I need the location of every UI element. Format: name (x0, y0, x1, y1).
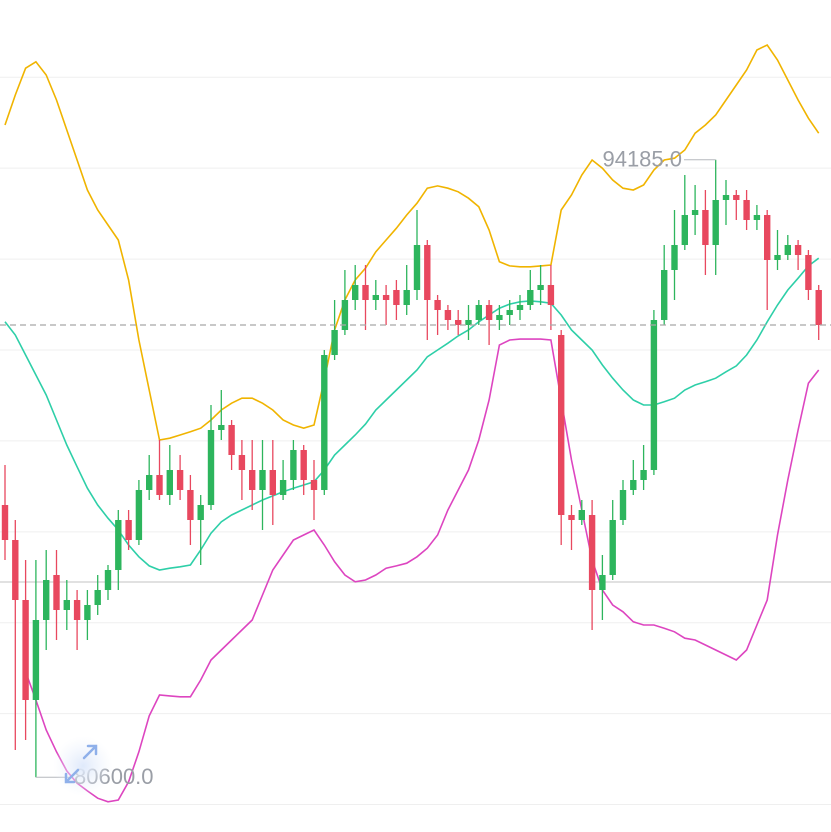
candle-body (382, 295, 390, 300)
candle-body (53, 575, 60, 610)
candle-body (743, 200, 750, 220)
icon-halo (53, 736, 113, 796)
candle-body (558, 335, 565, 515)
candle-body (238, 455, 246, 470)
candle-body (166, 470, 173, 495)
candle-body (300, 450, 307, 480)
icon-arrow (64, 768, 80, 784)
candle-body (321, 355, 328, 490)
candle-body (774, 255, 781, 260)
candle-body (609, 520, 616, 575)
candle-body (465, 320, 472, 325)
candle-body (815, 290, 822, 325)
candle-body (733, 195, 740, 200)
candle-body (630, 480, 637, 490)
candle-body (104, 570, 112, 590)
candles (1, 159, 822, 778)
candle-body (32, 620, 40, 700)
candle-body (228, 425, 235, 455)
candle-body (568, 515, 575, 520)
candle-body (455, 320, 462, 325)
candle-body (372, 295, 379, 300)
candle-body (197, 505, 204, 520)
band-line (4, 257, 820, 571)
candle-body (434, 300, 441, 310)
candle-body (516, 305, 524, 310)
candle-body (290, 450, 297, 480)
candle-body (218, 425, 225, 430)
candle-body (125, 520, 132, 540)
candle-body (341, 300, 349, 330)
candle-body (352, 285, 359, 300)
candle-body (671, 245, 678, 270)
candle-body (619, 490, 627, 520)
candle-body (279, 480, 287, 495)
candle-body (588, 515, 596, 590)
candle-body (444, 310, 452, 320)
candle-body (527, 290, 534, 305)
candle-body (640, 470, 647, 480)
candle-body (712, 200, 719, 245)
candle-body (1, 505, 9, 540)
candle-body (485, 305, 493, 320)
candle-body (650, 320, 658, 470)
candle-body (43, 580, 50, 620)
candle-body (784, 245, 791, 255)
candle-body (547, 285, 555, 305)
candle-body (506, 310, 513, 315)
candle-body (764, 215, 771, 260)
candle-body (393, 290, 400, 305)
candle-body (187, 490, 194, 520)
candle-body (331, 330, 338, 355)
candle-body (176, 470, 184, 490)
candle-body (496, 315, 503, 320)
icon-arrow (82, 744, 98, 760)
candle-body (681, 215, 688, 245)
candle-body (135, 490, 143, 540)
candle-body (249, 470, 256, 490)
candle-body (362, 285, 369, 300)
candle-body (691, 210, 699, 215)
candle-body (259, 470, 266, 490)
candle-body (84, 605, 91, 620)
candle-body (702, 210, 709, 245)
candle-body (599, 575, 606, 590)
candle-body (22, 600, 29, 700)
candle-body (115, 520, 122, 570)
candle-body (794, 245, 802, 255)
candle-body (722, 195, 730, 200)
candle-body (537, 285, 544, 290)
candle-body (269, 470, 276, 495)
candle-body (403, 290, 410, 305)
candle-body (578, 510, 585, 520)
candle-body (94, 590, 101, 605)
band-line (4, 43, 820, 441)
band-line (24, 338, 820, 803)
candle-body (146, 475, 153, 490)
candle-body (207, 430, 215, 505)
grid (0, 76, 831, 806)
candle-body (661, 270, 668, 320)
candle-body (73, 600, 81, 620)
candle-body (310, 480, 318, 490)
candle-body (805, 255, 812, 290)
jump-icon[interactable] (53, 736, 113, 796)
candle-body (12, 540, 19, 600)
candle-body (753, 215, 761, 220)
candle-body (156, 475, 163, 495)
candle-body (475, 305, 482, 320)
candle-body (413, 245, 421, 290)
candle-body (63, 600, 70, 610)
candle-body (424, 245, 431, 300)
max-label: 94185.0 (602, 147, 682, 172)
bands (4, 43, 820, 803)
